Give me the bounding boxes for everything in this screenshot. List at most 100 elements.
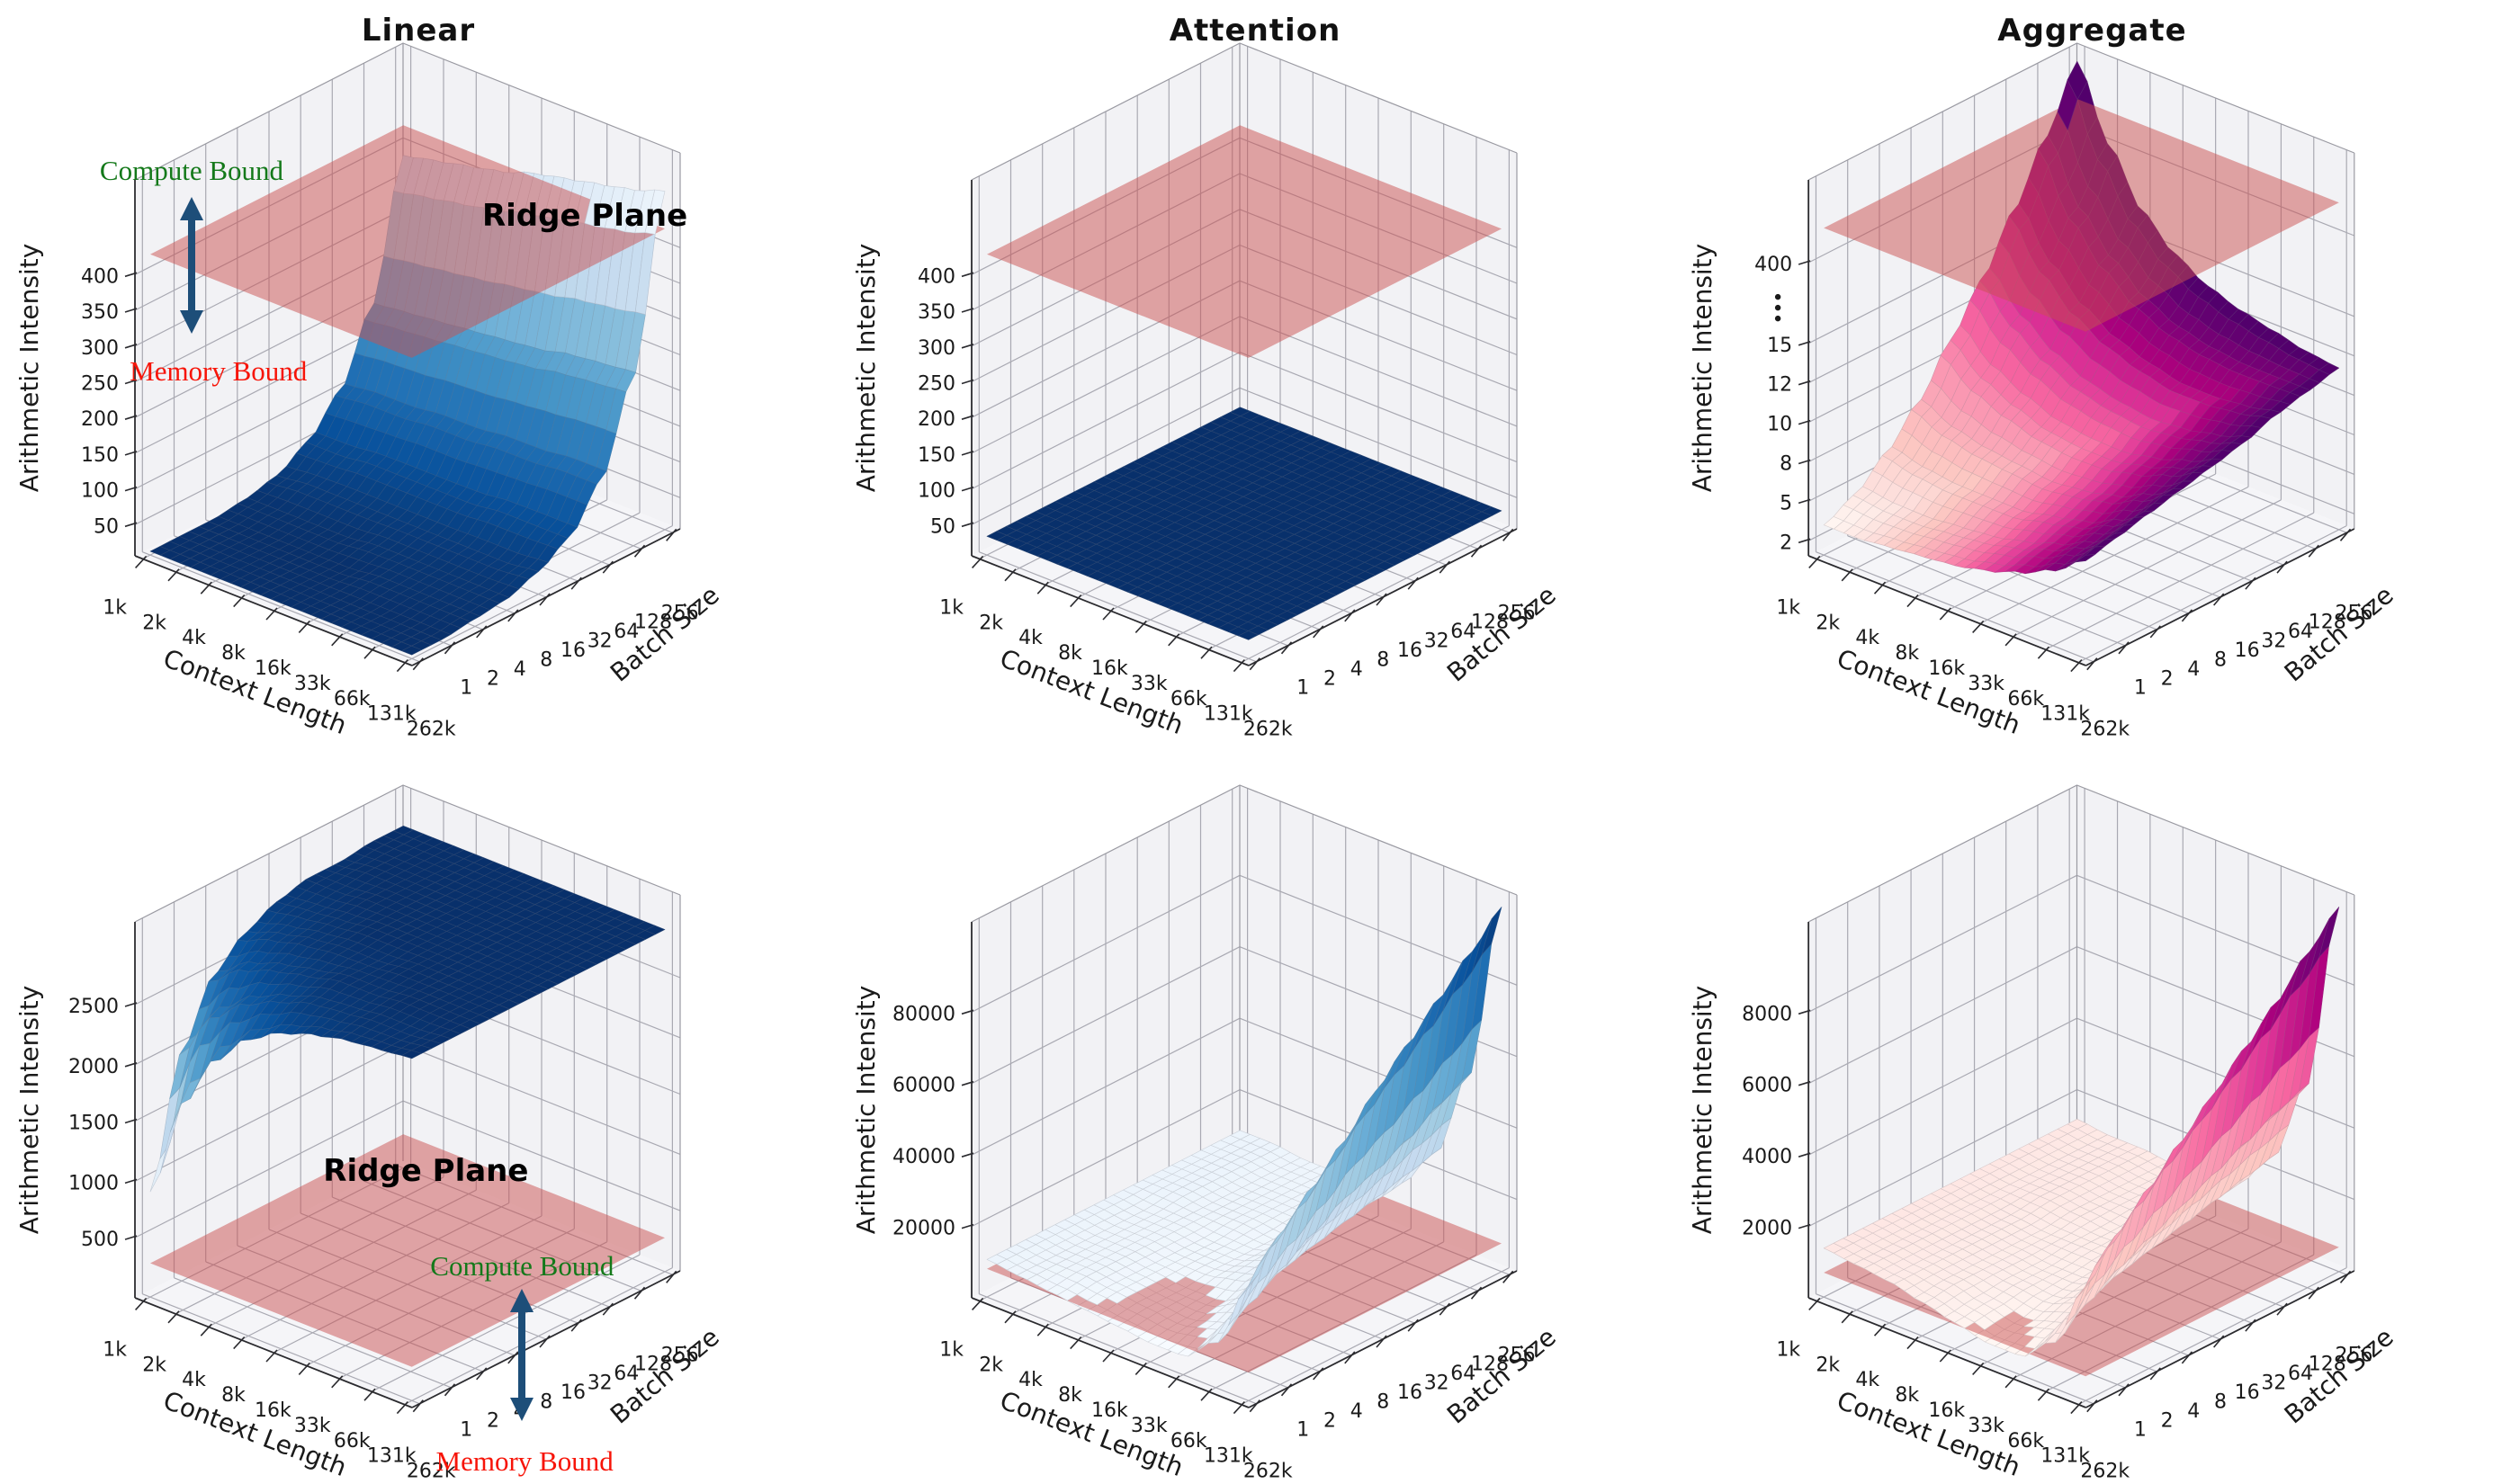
y-tick-label: 64	[1450, 1363, 1475, 1385]
x-tick-label: 66k	[334, 688, 371, 711]
memory-bound-label: Memory Bound	[435, 1445, 614, 1478]
x-tick-label: 16k	[255, 657, 291, 680]
y-tick-label: 256	[1498, 602, 1536, 624]
y-tick-label: 8	[540, 648, 552, 671]
x-tick-label: 16k	[1091, 657, 1128, 680]
y-tick-label: 8	[1377, 1390, 1389, 1413]
memory-bound-label: Memory Bound	[130, 355, 308, 388]
x-tick-label: 66k	[1170, 1430, 1207, 1453]
y-tick-label: 1	[1296, 677, 1309, 700]
x-tick-label: 1k	[1776, 1338, 1800, 1361]
z-tick-label: 10	[1767, 414, 1792, 436]
plot-tile-aggregate-bottom: 1k 2k 4k 8k 16k 33k 66k 131k 262k 1 2 4 8 16 32 64 128 25…	[1673, 742, 2511, 1484]
z-axis-title: Arithmetic Intensity	[14, 986, 44, 1235]
y-tick-label: 128	[1471, 1354, 1509, 1376]
z-axis-title: Arithmetic Intensity	[851, 244, 881, 493]
x-tick-label: 33k	[294, 673, 331, 695]
y-tick-label: 32	[2261, 630, 2286, 653]
y-tick-label: 32	[587, 630, 613, 653]
compute-bound-label: Compute Bound	[99, 154, 284, 186]
y-tick-label: 128	[2309, 612, 2346, 634]
x-tick-label: 2k	[979, 1354, 1003, 1376]
x-tick-label: 8k	[221, 642, 246, 665]
z-tick-label: 200	[81, 408, 119, 431]
x-tick-label: 8k	[221, 1384, 246, 1407]
y-tick-label: 2	[2161, 667, 2174, 690]
y-tick-label: 2	[487, 667, 499, 690]
y-tick-label: 256	[661, 602, 699, 624]
y-tick-label: 4	[2187, 658, 2200, 681]
y-tick-label: 16	[560, 639, 586, 662]
z-axis-title: Arithmetic Intensity	[851, 986, 881, 1235]
y-tick-label: 32	[1424, 1372, 1449, 1395]
y-tick-label: 32	[2261, 1372, 2286, 1395]
x-tick-label: 4k	[1855, 627, 1879, 649]
y-tick-label: 1	[1296, 1419, 1309, 1442]
x-tick-label: 262k	[407, 719, 456, 741]
x-tick-label: 1k	[939, 596, 964, 619]
y-tick-label: 8	[1377, 648, 1389, 671]
y-tick-label: 256	[1498, 1344, 1536, 1366]
z-tick-label: 2000	[68, 1056, 119, 1078]
y-tick-label: 2	[1323, 667, 1336, 690]
z-tick-label: 100	[918, 480, 955, 503]
z-tick-label: 8	[1780, 453, 1792, 476]
plot-tile-aggregate-top: 1k 2k 4k 8k 16k 33k 66k 131k 262k 1 2 4 8 16 32 64 128 25…	[1673, 0, 2511, 742]
y-tick-label: 1	[2134, 1419, 2147, 1442]
x-tick-label: 16k	[1091, 1399, 1128, 1422]
x-tick-label: 2k	[142, 612, 166, 634]
x-tick-label: 8k	[1058, 642, 1082, 665]
x-tick-label: 1k	[103, 596, 127, 619]
y-tick-label: 16	[1397, 639, 1422, 662]
z-axis-title: Arithmetic Intensity	[1688, 986, 1717, 1234]
x-tick-label: 2k	[1816, 612, 1840, 634]
z-axis-title: Arithmetic Intensity	[1688, 244, 1717, 492]
x-tick-label: 4k	[1018, 627, 1043, 649]
x-tick-label: 33k	[294, 1415, 331, 1437]
x-tick-label: 33k	[1131, 673, 1168, 695]
y-tick-label: 2	[487, 1409, 499, 1432]
x-tick-label: 33k	[1968, 1415, 2004, 1437]
y-tick-label: 2	[2161, 1409, 2174, 1432]
x-tick-label: 262k	[1243, 719, 1293, 741]
z-tick-label: 20000	[892, 1218, 955, 1240]
z-tick-label: 40000	[892, 1146, 955, 1168]
y-tick-label: 1	[460, 1419, 472, 1442]
x-tick-label: 1k	[1776, 596, 1800, 619]
surface-plot-canvas: 1k2k4k8k16k33k66k131k262k124816326412825…	[14, 784, 725, 1483]
z-tick-label: 100	[81, 480, 119, 503]
z-tick-label: 60000	[892, 1075, 955, 1097]
compute-bound-label: Compute Bound	[430, 1250, 614, 1283]
ridge-plane-label: Ridge Plane	[323, 1152, 529, 1189]
z-tick-label: 400	[81, 265, 119, 288]
y-tick-label: 8	[2214, 648, 2227, 671]
y-tick-label: 64	[1450, 621, 1475, 643]
x-tick-label: 131k	[2040, 1445, 2090, 1468]
z-tick-label: 250	[918, 373, 955, 396]
z-tick-label: 80000	[892, 1003, 955, 1025]
x-tick-label: 66k	[334, 1430, 371, 1453]
y-tick-label: 256	[2336, 602, 2373, 624]
z-tick-label: 6000	[1742, 1075, 1792, 1097]
plot-tile-linear-bottom: 1k2k4k8k16k33k66k131k262k124816326412825…	[0, 742, 837, 1484]
x-tick-label: 16k	[1928, 1399, 1965, 1422]
z-axis-ellipsis-dots	[1774, 293, 1781, 300]
z-tick-label: 50	[94, 515, 119, 538]
y-tick-label: 16	[2235, 639, 2260, 662]
plot-tile-linear-top: 1k 2k 4k 8k 16k 33k 66k 131k 262k 1 2 4 8 16 32 64 128 25…	[0, 0, 837, 742]
y-tick-label: 2	[1323, 1409, 1336, 1432]
x-tick-label: 8k	[1058, 1384, 1082, 1407]
y-tick-label: 4	[1350, 658, 1363, 681]
x-tick-label: 66k	[1170, 688, 1207, 711]
y-tick-label: 4	[1350, 1400, 1363, 1423]
z-tick-label: 250	[81, 373, 119, 396]
z-tick-label: 150	[918, 444, 955, 467]
x-tick-label: 4k	[182, 1369, 206, 1391]
y-tick-label: 4	[2187, 1400, 2200, 1423]
x-tick-label: 4k	[1855, 1369, 1879, 1391]
z-tick-label: 200	[918, 408, 955, 431]
